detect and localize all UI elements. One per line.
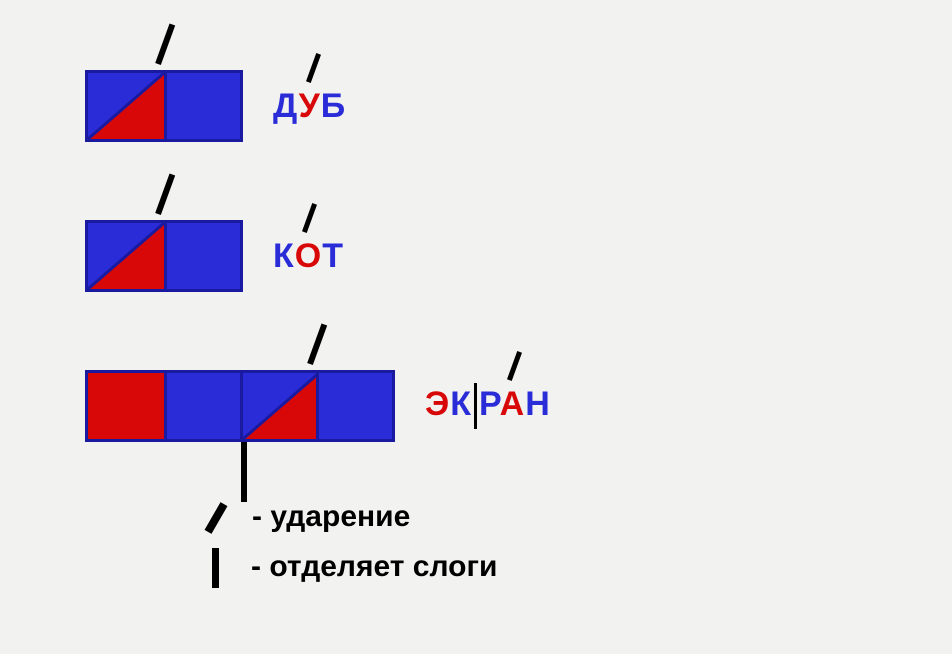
word-label: ЭКРАН [425, 383, 551, 429]
sound-cell [164, 223, 240, 289]
syllable-divider-icon [241, 442, 247, 502]
letter: Б [321, 87, 346, 125]
letter: Р [479, 385, 500, 423]
legend-text: отделяет слоги [269, 550, 497, 583]
legend-text: ударение [270, 500, 410, 533]
syllable-divider-icon [212, 548, 219, 588]
letter: К [450, 385, 472, 423]
diagram-row-2: ЭКРАН [85, 370, 551, 442]
sound-cell [164, 373, 240, 439]
letter: У [299, 87, 321, 125]
letter: Э [425, 385, 450, 423]
stress-mark-icon [306, 53, 321, 83]
letter: А [500, 385, 526, 423]
diagram-row-0: ДУБ [85, 70, 346, 142]
sound-boxes [85, 370, 395, 442]
sound-cell [164, 73, 240, 139]
sound-cell [88, 223, 164, 289]
stress-mark-icon [155, 174, 175, 216]
letter: Д [273, 87, 299, 125]
stress-mark-icon [302, 203, 317, 233]
letter: Т [322, 237, 344, 275]
sound-cell [240, 373, 316, 439]
word-label: ДУБ [273, 87, 346, 126]
stress-mark-icon [155, 24, 175, 66]
syllable-divider-inline-icon [474, 383, 477, 429]
diagram-row-1: КОТ [85, 220, 344, 292]
word-label: КОТ [273, 237, 344, 276]
sound-cell [88, 73, 164, 139]
legend-item: - отделяет слоги [200, 548, 497, 588]
legend: - ударение - отделяет слоги [200, 500, 497, 602]
sound-cell [316, 373, 392, 439]
letter: Н [525, 385, 551, 423]
sound-cell [88, 373, 164, 439]
sound-boxes [85, 70, 243, 142]
legend-item: - ударение [200, 500, 497, 534]
stress-mark-icon [507, 351, 522, 381]
sound-boxes [85, 220, 243, 292]
letter: К [273, 237, 295, 275]
stress-mark-icon [205, 502, 228, 534]
stress-mark-icon [307, 324, 327, 366]
letter: О [295, 237, 322, 275]
